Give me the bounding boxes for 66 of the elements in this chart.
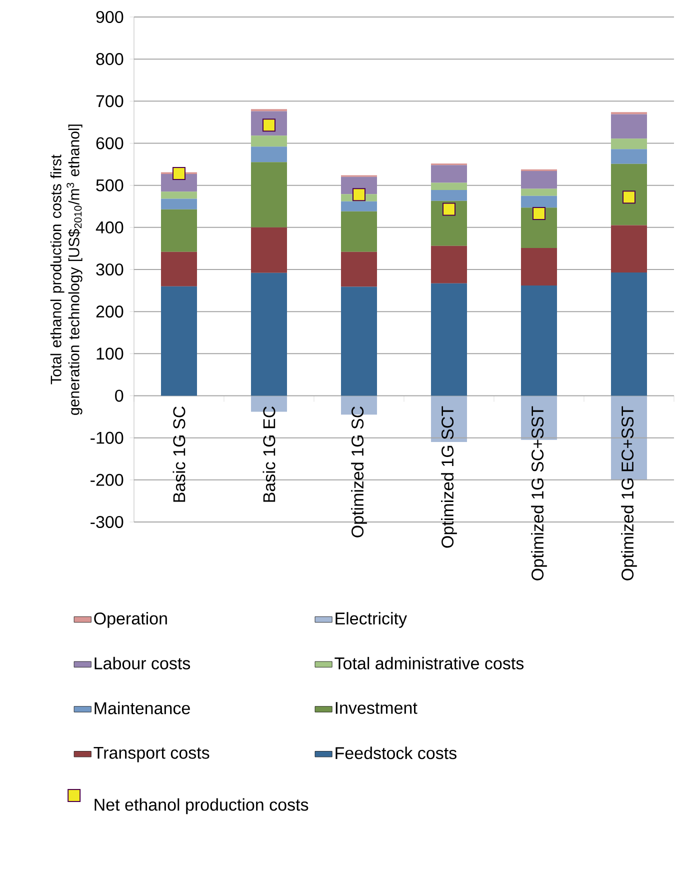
legend-label: Investment xyxy=(336,702,418,714)
point xyxy=(172,167,186,180)
bar xyxy=(431,165,467,183)
y-tick-label: -300 xyxy=(90,516,124,528)
legend-label: Feedstock costs xyxy=(336,746,456,760)
x-tick-label: Basic 1G SC xyxy=(172,406,186,502)
bar xyxy=(431,190,467,201)
y-tick-label: 900 xyxy=(96,10,124,24)
bar xyxy=(431,182,467,190)
bar xyxy=(521,171,557,189)
bar xyxy=(431,396,468,442)
legend-label: Electricity xyxy=(336,612,407,628)
bar xyxy=(611,114,647,139)
bar xyxy=(611,138,647,150)
bar xyxy=(251,136,287,147)
bar xyxy=(611,164,647,226)
legend-label: Transport costs xyxy=(94,746,210,762)
bar xyxy=(521,196,557,208)
bar xyxy=(611,225,647,272)
y-tick-label: 0 xyxy=(115,390,124,402)
bar xyxy=(431,283,467,396)
bar xyxy=(611,396,648,480)
y-tick-label: 700 xyxy=(96,95,124,108)
bar xyxy=(521,248,557,286)
bar xyxy=(251,227,287,273)
bar xyxy=(251,146,287,162)
x-tick-label: Optimized 1G SC+SST xyxy=(531,406,547,580)
bar xyxy=(161,192,197,199)
legend-label: Operation xyxy=(94,612,167,628)
bar xyxy=(521,285,557,396)
legend-label: Maintenance xyxy=(94,702,190,714)
bar xyxy=(611,272,647,396)
legend-label: Total administrative costs xyxy=(334,656,524,670)
y-tick-label: 500 xyxy=(96,179,124,192)
point xyxy=(532,207,546,220)
bar xyxy=(341,211,377,252)
bar xyxy=(341,201,377,212)
x-tick-label: Optimized 1G SC xyxy=(351,406,367,538)
point xyxy=(442,202,456,216)
point xyxy=(352,188,366,202)
bar xyxy=(431,200,467,246)
x-tick-label: Optimized 1G EC+SST xyxy=(621,406,637,580)
bar xyxy=(431,246,467,284)
y-tick-label: 100 xyxy=(96,348,124,360)
bar xyxy=(251,162,287,228)
y-tick-label: 400 xyxy=(96,221,124,234)
legend-label: Labour costs xyxy=(94,656,190,670)
bar xyxy=(341,252,377,287)
y-tick-label: -100 xyxy=(90,432,124,444)
bar xyxy=(161,286,197,396)
bar xyxy=(251,272,287,396)
bar xyxy=(341,286,377,396)
bar xyxy=(161,252,197,286)
x-tick-label: Optimized 1G SCT xyxy=(441,406,457,548)
point xyxy=(622,190,636,204)
bar xyxy=(161,209,197,252)
bar xyxy=(521,188,557,196)
y-tick-label: 300 xyxy=(96,263,124,276)
y-tick-label: 800 xyxy=(96,53,124,66)
y-tick-label: 600 xyxy=(96,137,124,150)
bar xyxy=(161,198,197,210)
legend-label: Net ethanol production costs xyxy=(94,798,308,814)
y-tick-label: 200 xyxy=(96,306,124,318)
y-tick-label: -200 xyxy=(90,474,124,486)
x-tick-label: Basic 1G EC xyxy=(262,406,276,502)
bar xyxy=(611,149,647,164)
